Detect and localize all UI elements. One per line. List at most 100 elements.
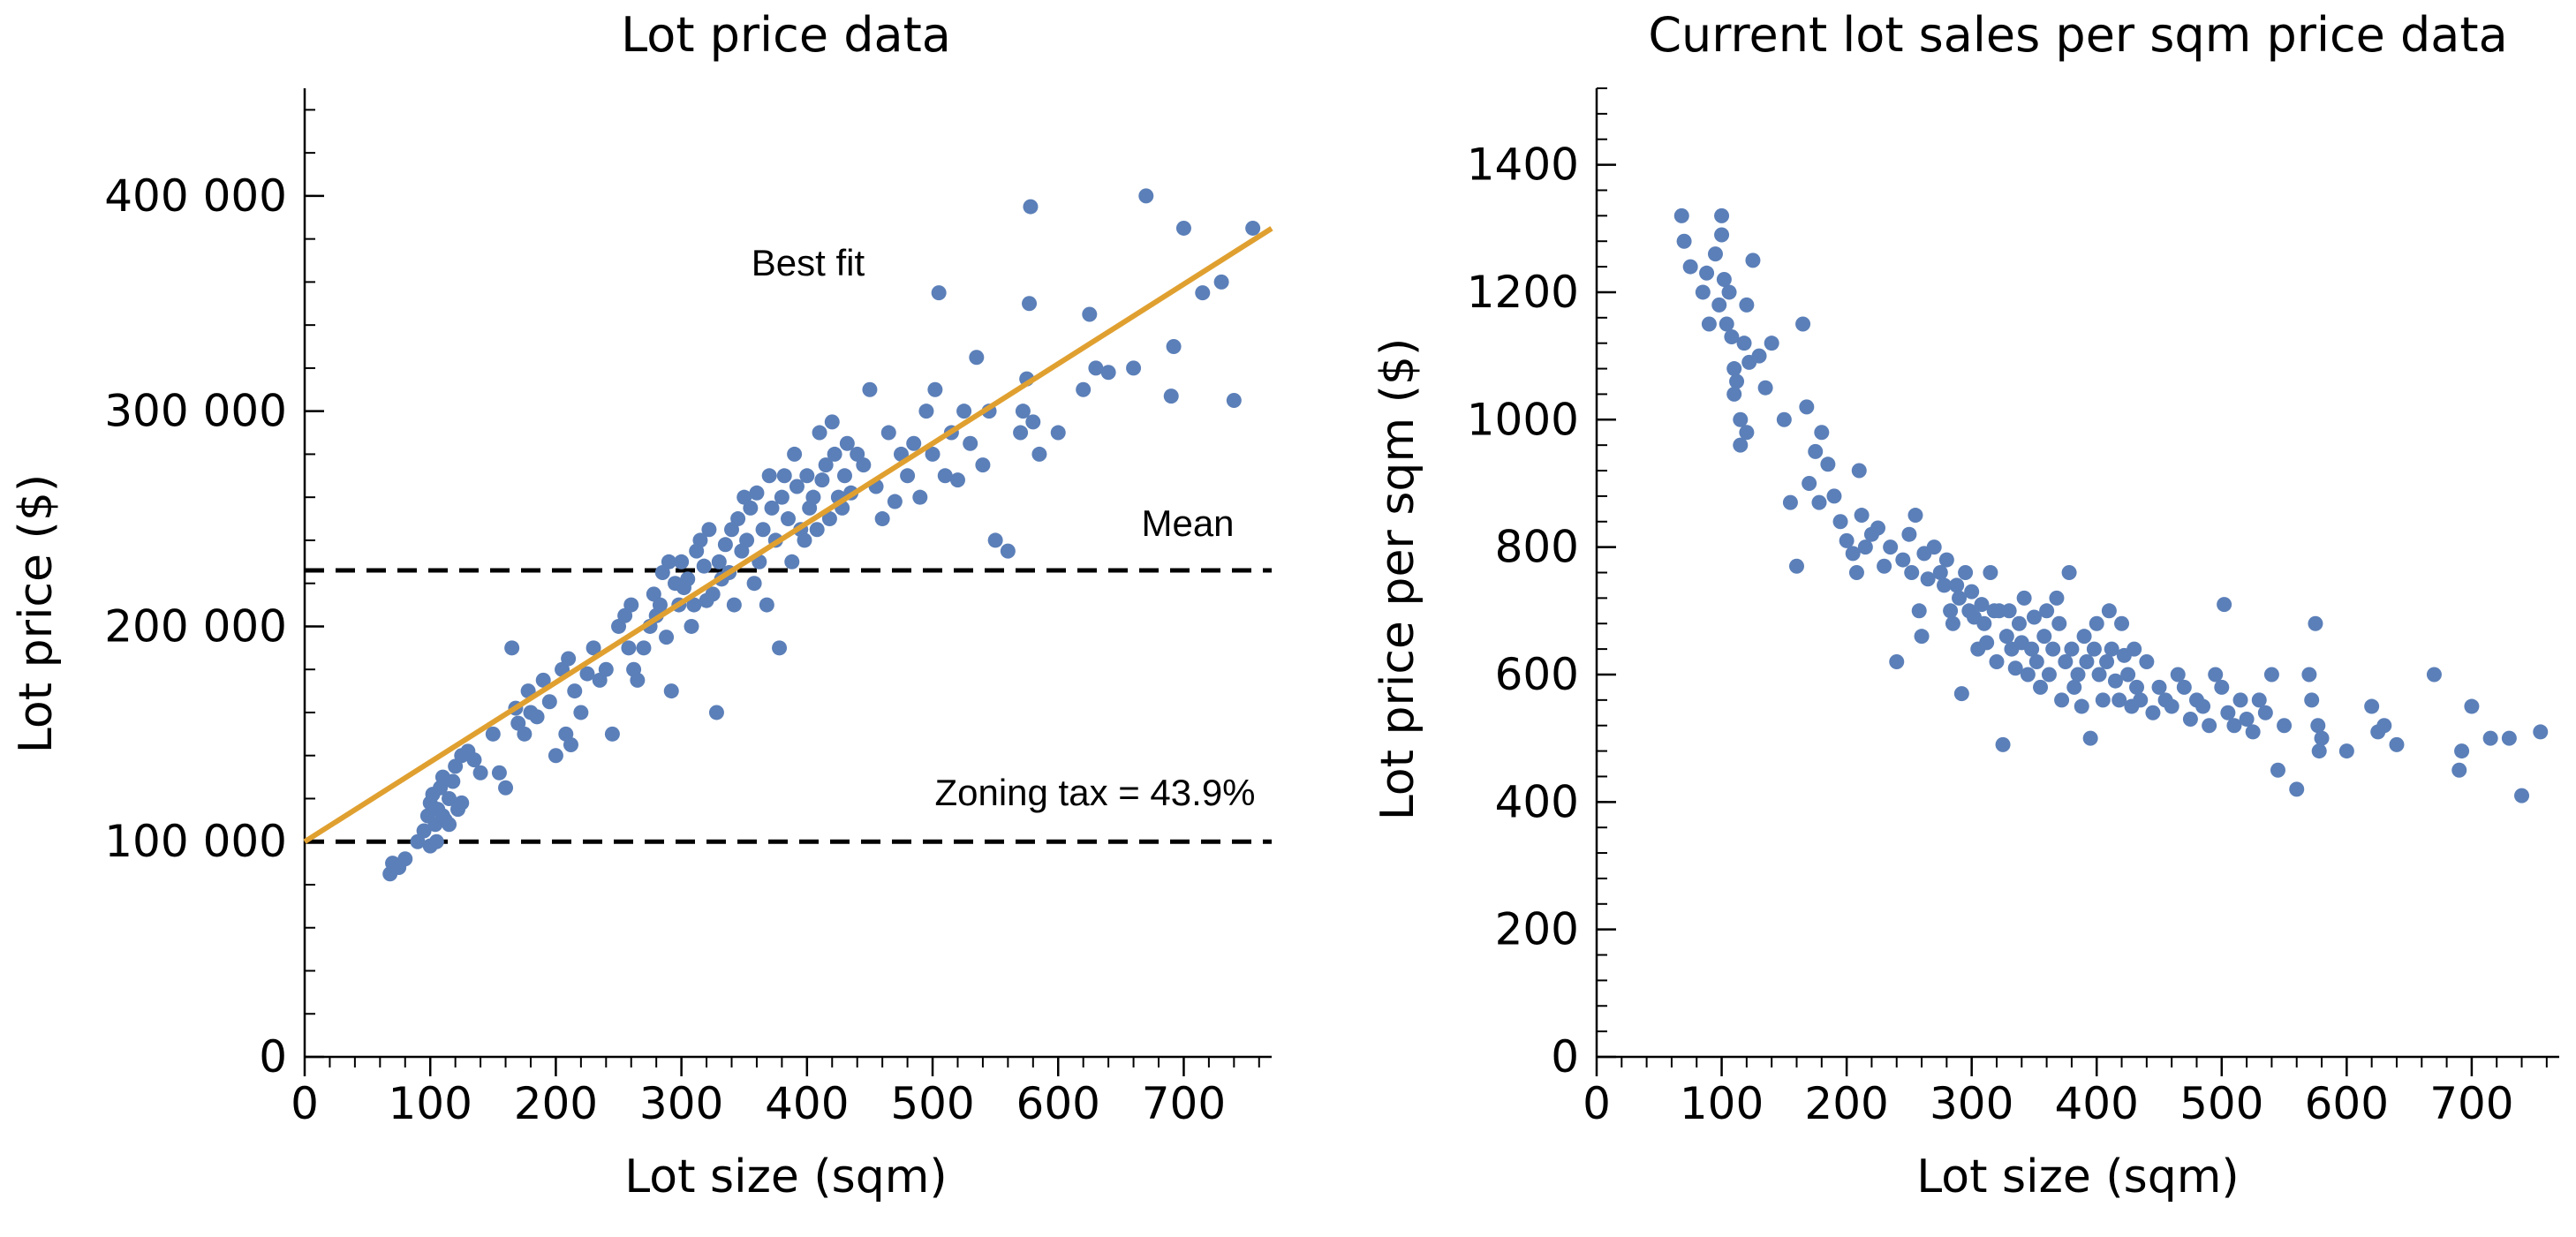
right-data-point <box>1914 629 1930 645</box>
left-data-point <box>912 489 928 505</box>
right-data-point <box>1826 488 1842 504</box>
right-data-point <box>1726 386 1742 402</box>
right-data-point <box>1695 284 1711 300</box>
right-data-point <box>1848 565 1864 580</box>
right-data-point <box>2076 629 2092 645</box>
right-data-point <box>1714 207 1730 223</box>
right-data-point <box>2074 698 2089 714</box>
left-data-point <box>856 457 872 473</box>
right-y-tick-label: 200 <box>1495 904 1579 955</box>
left-data-point <box>1023 199 1039 215</box>
left-data-point <box>661 554 676 569</box>
left-data-point <box>472 765 488 781</box>
left-y-tick-label: 400 000 <box>104 170 287 222</box>
right-data-point <box>2049 590 2065 606</box>
right-data-point <box>2011 615 2027 631</box>
left-data-point <box>598 661 614 677</box>
left-data-point <box>563 737 578 753</box>
right-data-point <box>2245 724 2261 740</box>
right-data-point <box>1953 686 1969 702</box>
right-data-point <box>1724 328 1740 344</box>
right-x-tick-label: 400 <box>2055 1078 2139 1129</box>
left-reference-lines <box>305 568 1272 844</box>
right-data-point <box>2482 730 2498 746</box>
right-data-point <box>1721 284 1737 300</box>
right-data-point <box>1945 615 1960 631</box>
right-data-point <box>2020 667 2036 683</box>
right-data-point <box>2082 730 2098 746</box>
left-data-point <box>949 472 965 488</box>
left-data-point <box>887 494 903 509</box>
left-x-tick-label: 700 <box>1142 1078 1226 1129</box>
right-data-point <box>1883 539 1899 555</box>
left-data-point <box>692 532 708 548</box>
left-data-point <box>812 425 827 441</box>
left-data-point <box>541 694 557 710</box>
right-data-point <box>1814 425 1830 441</box>
right-data-point <box>2139 654 2155 670</box>
right-x-tick-label: 100 <box>1680 1078 1764 1129</box>
left-data-point <box>1226 392 1242 408</box>
left-data-point <box>730 511 746 527</box>
left-data-point <box>717 537 733 553</box>
right-data-point <box>1751 348 1767 364</box>
left-data-point <box>764 500 780 516</box>
right-data-point <box>2024 641 2040 657</box>
left-data-point <box>781 511 796 527</box>
right-data-point <box>1745 253 1761 268</box>
left-data-point <box>708 705 724 720</box>
right-data-point <box>1820 456 1836 472</box>
left-data-point <box>969 350 985 366</box>
right-data-point <box>1776 411 1792 427</box>
left-data-point <box>674 554 690 569</box>
left-data-point <box>925 446 941 462</box>
right-data-point <box>2251 692 2267 708</box>
right-data-point <box>2091 667 2107 683</box>
right-data-point <box>1739 297 1755 313</box>
right-data-point <box>1851 463 1867 479</box>
right-data-point <box>2079 654 2095 670</box>
right-data-point <box>2054 692 2070 708</box>
left-data-point <box>491 765 507 781</box>
left-data-point <box>445 773 461 789</box>
left-data-point <box>1022 296 1038 312</box>
left-data-point <box>701 522 717 538</box>
left-data-point <box>1175 220 1191 236</box>
left-data-point <box>623 597 639 613</box>
right-data-point <box>1976 615 1992 631</box>
right-data-point <box>1854 508 1870 524</box>
right-data-point <box>1857 539 1873 555</box>
right-data-point <box>1998 629 2014 645</box>
right-data-point <box>2202 718 2217 734</box>
right-y-tick-label: 800 <box>1495 522 1579 573</box>
left-data-point <box>805 489 821 505</box>
right-data-point <box>2310 718 2326 734</box>
right-chart-title: Current lot sales per sqm price data <box>1648 7 2507 63</box>
right-data-point <box>1979 635 1995 651</box>
right-y-tick-label: 600 <box>1495 649 1579 700</box>
left-data-point <box>900 468 916 484</box>
left-data-point <box>814 472 830 488</box>
right-data-point <box>2129 679 2145 695</box>
left-data-point <box>428 833 444 849</box>
left-data-point <box>809 522 825 538</box>
left-x-tick-label: 400 <box>765 1078 849 1129</box>
left-data-point <box>680 571 696 587</box>
left-data-point <box>789 479 805 494</box>
right-data-point <box>2111 692 2127 708</box>
right-data-point <box>1733 437 1749 453</box>
right-data-point <box>2533 724 2549 740</box>
right-data-point <box>1920 571 1936 587</box>
left-data-point <box>755 522 771 538</box>
right-data-point <box>1877 558 1892 574</box>
left-data-point <box>1166 339 1182 355</box>
right-data-point <box>1673 207 1689 223</box>
left-y-tick-label: 0 <box>259 1031 287 1082</box>
left-data-point <box>529 709 545 725</box>
left-data-point <box>397 851 413 867</box>
left-data-point <box>821 511 837 527</box>
right-data-point <box>1699 265 1715 281</box>
left-data-point <box>659 630 675 645</box>
right-data-point <box>2086 641 2102 657</box>
